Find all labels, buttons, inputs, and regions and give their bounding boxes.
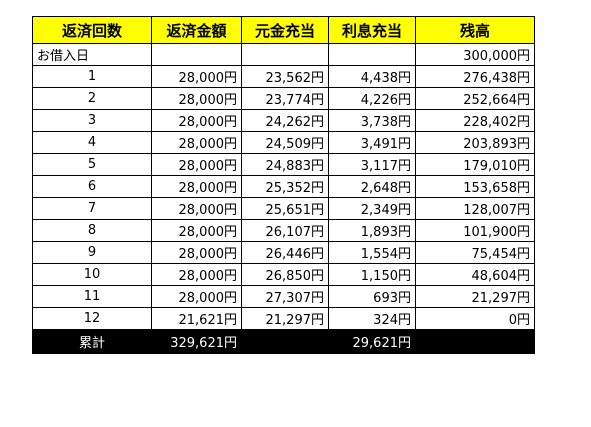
total-principal-cell bbox=[241, 329, 329, 354]
borrow-payment-cell bbox=[151, 43, 242, 66]
repayment-number-cell: 7 bbox=[32, 197, 152, 220]
principal-portion-cell: 24,883円 bbox=[241, 153, 329, 176]
borrow-date-row: お借入日 300,000円 bbox=[32, 43, 535, 66]
borrow-interest-cell bbox=[328, 43, 416, 66]
interest-portion-cell: 4,438円 bbox=[328, 65, 416, 88]
repayment-number-cell: 3 bbox=[32, 109, 152, 132]
balance-cell: 21,297円 bbox=[415, 285, 535, 308]
interest-portion-cell: 1,893円 bbox=[328, 219, 416, 242]
repayment-amount-cell: 28,000円 bbox=[151, 219, 242, 242]
principal-portion-cell: 24,262円 bbox=[241, 109, 329, 132]
balance-cell: 153,658円 bbox=[415, 175, 535, 198]
interest-portion-cell: 324円 bbox=[328, 307, 416, 330]
table-row: 1 28,000円 23,562円 4,438円 276,438円 bbox=[32, 65, 535, 88]
balance-cell: 203,893円 bbox=[415, 131, 535, 154]
repayment-number-cell: 6 bbox=[32, 175, 152, 198]
principal-portion-cell: 26,850円 bbox=[241, 263, 329, 286]
repayment-number-cell: 5 bbox=[32, 153, 152, 176]
total-interest-cell: 29,621円 bbox=[328, 329, 416, 354]
repayment-amount-cell: 28,000円 bbox=[151, 263, 242, 286]
interest-portion-cell: 3,738円 bbox=[328, 109, 416, 132]
table-row: 9 28,000円 26,446円 1,554円 75,454円 bbox=[32, 241, 535, 264]
principal-portion-cell: 21,297円 bbox=[241, 307, 329, 330]
total-payment-cell: 329,621円 bbox=[151, 329, 242, 354]
table-row: 8 28,000円 26,107円 1,893円 101,900円 bbox=[32, 219, 535, 242]
table-row: 11 28,000円 27,307円 693円 21,297円 bbox=[32, 285, 535, 308]
cumulative-total-row: 累計 329,621円 29,621円 bbox=[32, 329, 535, 354]
balance-cell: 276,438円 bbox=[415, 65, 535, 88]
table-row: 12 21,621円 21,297円 324円 0円 bbox=[32, 307, 535, 330]
repayment-number-cell: 4 bbox=[32, 131, 152, 154]
repayment-amount-cell: 28,000円 bbox=[151, 175, 242, 198]
total-balance-cell bbox=[415, 329, 535, 354]
balance-cell: 128,007円 bbox=[415, 197, 535, 220]
interest-portion-cell: 4,226円 bbox=[328, 87, 416, 110]
balance-cell: 48,604円 bbox=[415, 263, 535, 286]
borrow-principal-cell bbox=[241, 43, 329, 66]
repayment-amount-cell: 28,000円 bbox=[151, 109, 242, 132]
table-row: 7 28,000円 25,651円 2,349円 128,007円 bbox=[32, 197, 535, 220]
principal-portion-cell: 24,509円 bbox=[241, 131, 329, 154]
repayment-amount-cell: 28,000円 bbox=[151, 285, 242, 308]
interest-portion-cell: 693円 bbox=[328, 285, 416, 308]
principal-portion-cell: 25,651円 bbox=[241, 197, 329, 220]
balance-cell: 252,664円 bbox=[415, 87, 535, 110]
total-label: 累計 bbox=[32, 329, 152, 354]
table-row: 10 28,000円 26,850円 1,150円 48,604円 bbox=[32, 263, 535, 286]
table-row: 2 28,000円 23,774円 4,226円 252,664円 bbox=[32, 87, 535, 110]
repayment-amount-cell: 28,000円 bbox=[151, 241, 242, 264]
repayment-amount-cell: 28,000円 bbox=[151, 153, 242, 176]
borrow-balance-cell: 300,000円 bbox=[415, 43, 535, 66]
balance-cell: 179,010円 bbox=[415, 153, 535, 176]
header-repayment-count: 返済回数 bbox=[32, 16, 152, 44]
principal-portion-cell: 23,774円 bbox=[241, 87, 329, 110]
repayment-amount-cell: 28,000円 bbox=[151, 65, 242, 88]
repayment-schedule-table: 返済回数 返済金額 元金充当 利息充当 残高 お借入日 300,000円 1 28… bbox=[32, 16, 535, 354]
header-interest-portion: 利息充当 bbox=[328, 16, 416, 44]
header-principal-portion: 元金充当 bbox=[241, 16, 329, 44]
repayment-number-cell: 1 bbox=[32, 65, 152, 88]
borrow-date-label: お借入日 bbox=[32, 43, 152, 66]
balance-cell: 0円 bbox=[415, 307, 535, 330]
header-balance: 残高 bbox=[415, 16, 535, 44]
repayment-number-cell: 11 bbox=[32, 285, 152, 308]
principal-portion-cell: 23,562円 bbox=[241, 65, 329, 88]
interest-portion-cell: 3,491円 bbox=[328, 131, 416, 154]
interest-portion-cell: 2,349円 bbox=[328, 197, 416, 220]
principal-portion-cell: 26,446円 bbox=[241, 241, 329, 264]
repayment-number-cell: 9 bbox=[32, 241, 152, 264]
repayment-amount-cell: 28,000円 bbox=[151, 131, 242, 154]
table-row: 5 28,000円 24,883円 3,117円 179,010円 bbox=[32, 153, 535, 176]
interest-portion-cell: 3,117円 bbox=[328, 153, 416, 176]
repayment-number-cell: 2 bbox=[32, 87, 152, 110]
repayment-amount-cell: 28,000円 bbox=[151, 197, 242, 220]
principal-portion-cell: 26,107円 bbox=[241, 219, 329, 242]
repayment-number-cell: 12 bbox=[32, 307, 152, 330]
repayment-amount-cell: 21,621円 bbox=[151, 307, 242, 330]
interest-portion-cell: 2,648円 bbox=[328, 175, 416, 198]
repayment-number-cell: 10 bbox=[32, 263, 152, 286]
header-repayment-amount: 返済金額 bbox=[151, 16, 242, 44]
header-row: 返済回数 返済金額 元金充当 利息充当 残高 bbox=[32, 16, 535, 44]
table-row: 6 28,000円 25,352円 2,648円 153,658円 bbox=[32, 175, 535, 198]
balance-cell: 228,402円 bbox=[415, 109, 535, 132]
balance-cell: 101,900円 bbox=[415, 219, 535, 242]
balance-cell: 75,454円 bbox=[415, 241, 535, 264]
principal-portion-cell: 25,352円 bbox=[241, 175, 329, 198]
table-row: 3 28,000円 24,262円 3,738円 228,402円 bbox=[32, 109, 535, 132]
repayment-amount-cell: 28,000円 bbox=[151, 87, 242, 110]
interest-portion-cell: 1,554円 bbox=[328, 241, 416, 264]
principal-portion-cell: 27,307円 bbox=[241, 285, 329, 308]
table-row: 4 28,000円 24,509円 3,491円 203,893円 bbox=[32, 131, 535, 154]
repayment-number-cell: 8 bbox=[32, 219, 152, 242]
interest-portion-cell: 1,150円 bbox=[328, 263, 416, 286]
